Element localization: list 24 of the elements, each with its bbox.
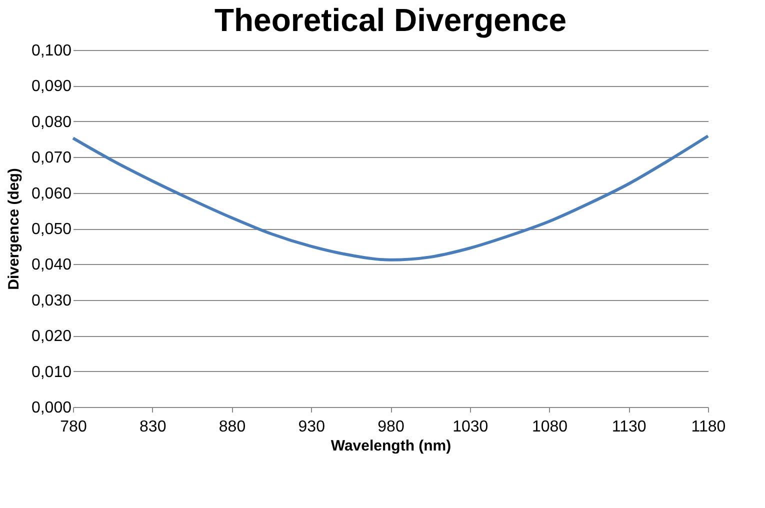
x-tick-label: 780 bbox=[60, 418, 87, 436]
y-tick-label: 0,060 bbox=[31, 185, 72, 202]
x-tick-label: 880 bbox=[218, 418, 246, 436]
y-tick-label: 0,000 bbox=[31, 400, 72, 416]
y-axis-title: Divergence (deg) bbox=[5, 168, 22, 290]
chart-title: Theoretical Divergence bbox=[214, 2, 567, 38]
y-tick-label: 0,050 bbox=[31, 221, 72, 238]
x-tick-label: 1030 bbox=[452, 418, 488, 436]
y-tick-label: 0,080 bbox=[31, 114, 72, 131]
x-tick-label: 930 bbox=[298, 418, 326, 436]
x-axis-title: Wavelength (nm) bbox=[330, 438, 452, 454]
x-tick-label: 1080 bbox=[532, 418, 568, 436]
y-tick-label: 0,100 bbox=[31, 42, 72, 60]
x-tick-label: 980 bbox=[378, 418, 404, 436]
y-tick-label: 0,070 bbox=[31, 150, 72, 167]
line-series bbox=[72, 134, 710, 262]
y-tick-label: 0,020 bbox=[31, 328, 72, 346]
y-tick-label: 0,040 bbox=[31, 256, 72, 274]
x-tick-label: 1130 bbox=[612, 418, 646, 436]
y-tick-label: 0,030 bbox=[31, 292, 72, 310]
y-tick-label: 0,090 bbox=[31, 78, 72, 96]
x-tick-label: 1180 bbox=[691, 418, 726, 436]
y-tick-label: 0,010 bbox=[31, 364, 72, 381]
x-tick-label: 830 bbox=[140, 418, 166, 436]
